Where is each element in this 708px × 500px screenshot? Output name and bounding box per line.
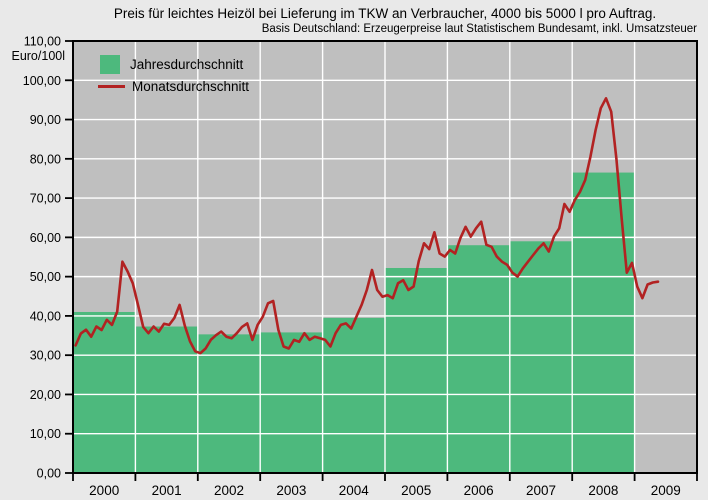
y-tick-label: 50,00 — [30, 270, 61, 284]
chart-legend: Jahresdurchschnitt Monatsdurchschnitt — [98, 53, 250, 97]
annual-average-bar-2005 — [385, 267, 448, 473]
y-tick-label: 30,00 — [30, 349, 61, 363]
x-tick-label-2007: 2007 — [526, 483, 556, 498]
annual-average-bar-2003 — [260, 332, 323, 473]
y-tick-label: 60,00 — [30, 231, 61, 245]
annual-average-bar-2001 — [135, 326, 198, 473]
x-tick-label-2001: 2001 — [152, 483, 182, 498]
y-tick-label: 0,00 — [37, 467, 61, 481]
x-tick-label-2008: 2008 — [588, 483, 618, 498]
annual-average-bar-2004 — [322, 317, 385, 473]
x-tick-label-2002: 2002 — [214, 483, 244, 498]
annual-average-bar-2002 — [197, 334, 261, 473]
x-tick-label-2003: 2003 — [276, 483, 306, 498]
legend-item-monthly-average: Monatsdurchschnitt — [98, 75, 250, 97]
annual-average-bar-2008 — [572, 172, 635, 473]
legend-label-monthly: Monatsdurchschnitt — [132, 78, 250, 94]
annual-average-bar-2006 — [447, 245, 510, 473]
y-axis-unit-label: Euro/100l — [11, 49, 65, 63]
y-tick-label: 10,00 — [30, 427, 61, 441]
monthly-average-line — [74, 97, 660, 355]
y-tick-label: 100,00 — [23, 74, 61, 88]
legend-item-annual-average: Jahresdurchschnitt — [100, 53, 249, 75]
x-tick-label-2004: 2004 — [339, 483, 370, 498]
x-tick-label-2005: 2005 — [401, 483, 431, 498]
y-tick-label: 20,00 — [30, 388, 61, 402]
monthly-average-line-swatch — [98, 84, 125, 88]
y-tick-label: 110,00 — [24, 35, 61, 49]
x-tick-label-2000: 2000 — [89, 483, 119, 498]
y-tick-label: 40,00 — [30, 309, 61, 323]
annual-average-bar-2000 — [73, 311, 136, 473]
chart-subtitle: Basis Deutschland: Erzeugerpreise laut S… — [261, 23, 697, 35]
chart-title: Preis für leichtes Heizöl bei Lieferung … — [113, 6, 657, 21]
y-tick-label: 80,00 — [30, 152, 61, 166]
plot-frame — [72, 40, 698, 474]
legend-label-annual: Jahresdurchschnitt — [130, 56, 244, 72]
y-tick-label: 70,00 — [30, 192, 61, 206]
annual-average-swatch — [100, 54, 120, 74]
x-tick-label-2009: 2009 — [651, 483, 681, 498]
x-tick-label-2006: 2006 — [464, 483, 494, 498]
y-tick-label: 90,00 — [30, 113, 61, 127]
